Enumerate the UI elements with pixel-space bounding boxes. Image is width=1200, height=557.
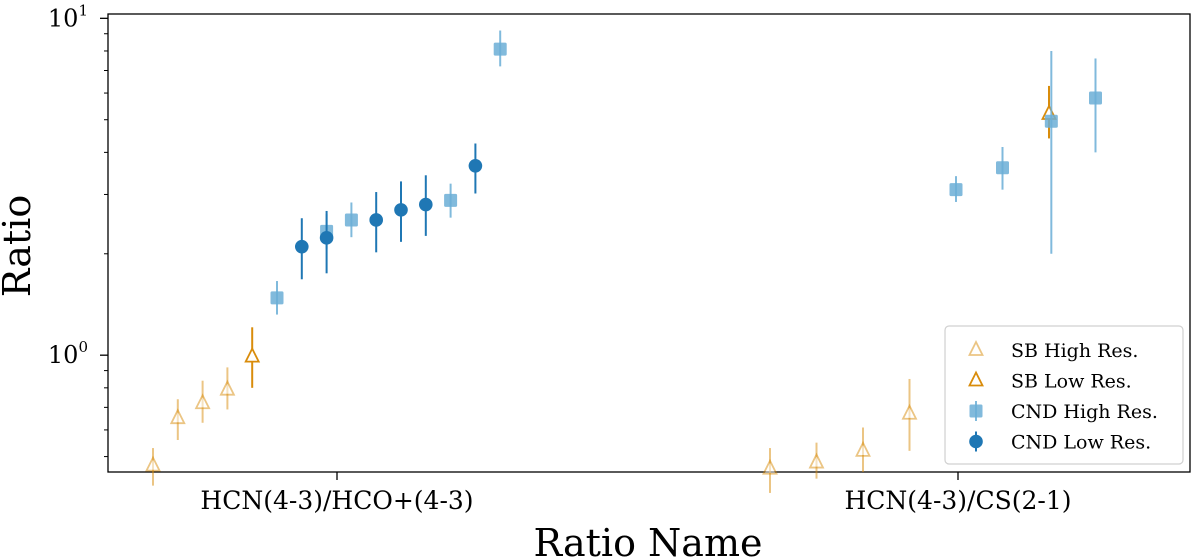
data-point <box>145 455 161 472</box>
data-point <box>493 42 507 56</box>
plot-frame <box>107 13 1191 473</box>
y-tick-label: 100 <box>48 338 88 369</box>
legend-marker <box>968 370 984 387</box>
data-point <box>996 161 1009 175</box>
data-point <box>244 346 261 363</box>
data-point <box>369 213 384 227</box>
data-point <box>194 393 211 410</box>
y-tick-exponent: 1 <box>78 1 88 19</box>
data-point <box>169 408 186 425</box>
legend-label: SB High Res. <box>1011 340 1138 362</box>
y-tick-label: 101 <box>48 1 88 32</box>
legend-marker <box>969 404 983 418</box>
data-point <box>394 203 408 217</box>
y-tick-base: 10 <box>48 341 79 369</box>
data-point <box>419 197 433 212</box>
x-axis-title: Ratio Name <box>534 521 763 557</box>
data-marks <box>145 30 1102 493</box>
data-point <box>808 452 825 469</box>
data-point <box>319 231 334 245</box>
legend-label: CND Low Res. <box>1011 432 1151 454</box>
legend-label: CND High Res. <box>1011 401 1158 423</box>
x-tick-label: HCN(4-3)/HCO+(4-3) <box>200 486 473 515</box>
data-point <box>468 158 483 173</box>
data-point <box>344 213 358 227</box>
data-point <box>295 239 309 254</box>
x-tick-label: HCN(4-3)/CS(2-1) <box>844 486 1071 515</box>
data-point <box>949 183 963 197</box>
data-point <box>762 458 778 475</box>
legend-marker <box>969 434 983 449</box>
y-tick-exponent: 0 <box>78 338 88 356</box>
legend-label: SB Low Res. <box>1011 371 1132 393</box>
data-point <box>1089 91 1102 105</box>
y-axis-title: Ratio <box>0 195 39 297</box>
data-point <box>855 440 871 457</box>
plot-border <box>107 13 1191 473</box>
data-point <box>444 193 458 207</box>
y-tick-base: 10 <box>48 4 79 32</box>
legend-marker <box>968 339 984 356</box>
data-point <box>901 403 918 420</box>
data-point <box>1044 114 1058 128</box>
legend-box <box>944 325 1184 465</box>
data-point <box>270 291 284 305</box>
legend: SB High Res. SB Low Res. CND High Res. CND … <box>944 325 1184 465</box>
data-point <box>219 379 236 396</box>
